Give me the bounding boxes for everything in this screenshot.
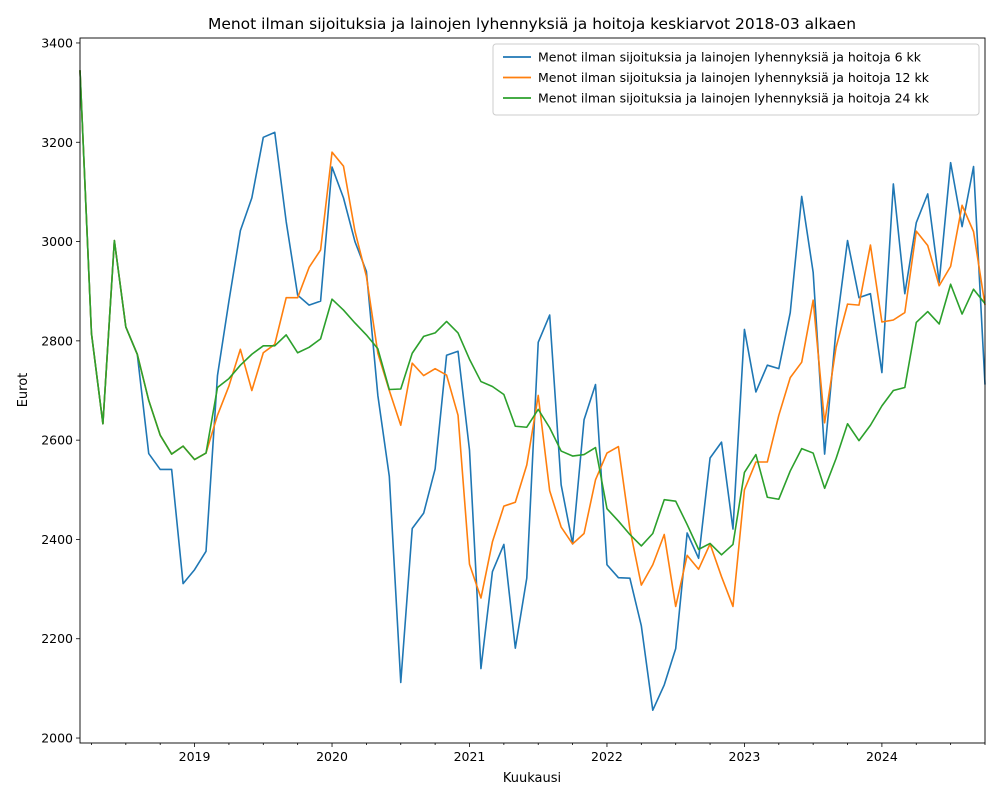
- x-axis-title: Kuukausi: [503, 771, 561, 786]
- y-axis: 2000 2200 2400 2600 2800 3000 3200 3400: [41, 35, 80, 746]
- x-tick-label: 2024: [866, 749, 898, 764]
- x-tick-label: 2023: [729, 749, 761, 764]
- x-tick-label: 2020: [316, 749, 348, 764]
- x-tick-label: 2021: [454, 749, 486, 764]
- legend: Menot ilman sijoituksia ja lainojen lyhe…: [492, 43, 980, 116]
- plot-area: [80, 38, 985, 743]
- plot-frame: [79, 37, 986, 744]
- x-tick-label: 2022: [591, 749, 623, 764]
- chart-title: Menot ilman sijoituksia ja lainojen lyhe…: [208, 15, 856, 33]
- y-tick-label: 3400: [41, 35, 73, 50]
- series-layer: [79, 70, 986, 712]
- y-tick-label: 2000: [41, 731, 73, 746]
- legend-label-3: Menot ilman sijoituksia ja lainojen lyhe…: [538, 91, 930, 106]
- x-axis: 2019 2020 2021 2022 2023 2024: [91, 743, 986, 764]
- series-line-3: [79, 70, 986, 556]
- y-tick-label: 3200: [41, 135, 73, 150]
- series-line-1: [79, 70, 986, 712]
- y-tick-label: 2400: [41, 532, 73, 547]
- series-line-2: [79, 70, 986, 608]
- y-axis-title: Eurot: [16, 373, 31, 408]
- y-tick-label: 2800: [41, 333, 73, 348]
- y-tick-label: 3000: [41, 234, 73, 249]
- legend-label-2: Menot ilman sijoituksia ja lainojen lyhe…: [538, 70, 930, 85]
- legend-box: [492, 43, 980, 116]
- x-tick-label: 2019: [179, 749, 211, 764]
- y-tick-label: 2200: [41, 631, 73, 646]
- legend-label-1: Menot ilman sijoituksia ja lainojen lyhe…: [538, 50, 922, 65]
- y-tick-label: 2600: [41, 433, 73, 448]
